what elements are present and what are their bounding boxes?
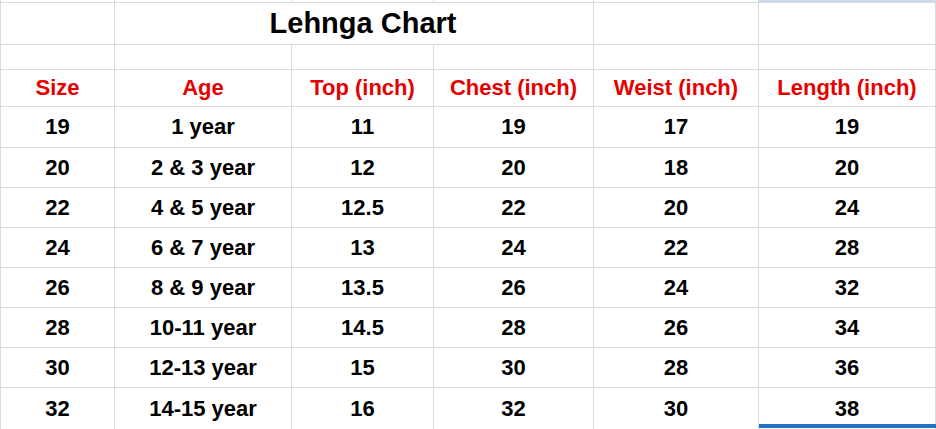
cell-r2c4[interactable]: 20 (594, 188, 759, 228)
cell-r7c1[interactable]: 14-15 year (115, 388, 292, 429)
spacer-row (1, 45, 936, 70)
cell-r4c2[interactable]: 13.5 (292, 268, 434, 308)
cell-r4c3[interactable]: 26 (434, 268, 594, 308)
cell-r4c4[interactable]: 24 (594, 268, 759, 308)
cell-r4c5[interactable]: 32 (759, 268, 936, 308)
cell-r3c4[interactable]: 22 (594, 228, 759, 268)
empty-cell[interactable] (115, 3, 292, 45)
cell-r3c5[interactable]: 28 (759, 228, 936, 268)
column-header-age[interactable]: Age (115, 70, 292, 107)
table-row: 3012-13 year15302836 (1, 348, 936, 388)
column-header-size[interactable]: Size (1, 70, 115, 107)
cell-r5c2[interactable]: 14.5 (292, 308, 434, 348)
title-row: Lehnga Chart (1, 3, 936, 45)
cell-r3c3[interactable]: 24 (434, 228, 594, 268)
cell-r3c0[interactable]: 24 (1, 228, 115, 268)
table-body: 191 year11191719202 & 3 year12201820224 … (1, 107, 936, 429)
empty-cell[interactable] (759, 3, 936, 45)
empty-cell[interactable] (115, 45, 292, 70)
table-row: 2810-11 year14.5282634 (1, 308, 936, 348)
cell-r2c0[interactable]: 22 (1, 188, 115, 228)
cell-r4c1[interactable]: 8 & 9 year (115, 268, 292, 308)
cell-r2c2[interactable]: 12.5 (292, 188, 434, 228)
column-header-top[interactable]: Top (inch) (292, 70, 434, 107)
chart-title-cell[interactable]: Lehnga Chart (292, 3, 434, 45)
table-row: 202 & 3 year12201820 (1, 148, 936, 188)
empty-cell[interactable] (759, 45, 936, 70)
empty-cell[interactable] (594, 45, 759, 70)
table-row: 224 & 5 year12.5222024 (1, 188, 936, 228)
cell-r1c5[interactable]: 20 (759, 148, 936, 188)
cell-r5c5[interactable]: 34 (759, 308, 936, 348)
cell-r0c2[interactable]: 11 (292, 107, 434, 148)
cell-r6c2[interactable]: 15 (292, 348, 434, 388)
chart-title: Lehnga Chart (270, 7, 457, 40)
cell-r3c1[interactable]: 6 & 7 year (115, 228, 292, 268)
empty-cell[interactable] (292, 45, 434, 70)
cell-r6c1[interactable]: 12-13 year (115, 348, 292, 388)
cell-r3c2[interactable]: 13 (292, 228, 434, 268)
cell-r1c0[interactable]: 20 (1, 148, 115, 188)
empty-cell[interactable] (434, 3, 594, 45)
cell-r6c5[interactable]: 36 (759, 348, 936, 388)
cell-r7c3[interactable]: 32 (434, 388, 594, 429)
column-header-weist[interactable]: Weist (inch) (594, 70, 759, 107)
cell-r7c5[interactable]: 38 (759, 388, 936, 429)
empty-cell[interactable] (594, 3, 759, 45)
table-row: 3214-15 year16323038 (1, 388, 936, 429)
cell-r0c5[interactable]: 19 (759, 107, 936, 148)
cell-r6c3[interactable]: 30 (434, 348, 594, 388)
cell-r5c3[interactable]: 28 (434, 308, 594, 348)
cell-r5c4[interactable]: 26 (594, 308, 759, 348)
column-header-length[interactable]: Length (inch) (759, 70, 936, 107)
cell-r0c1[interactable]: 1 year (115, 107, 292, 148)
table-row: 191 year11191719 (1, 107, 936, 148)
cell-r2c3[interactable]: 22 (434, 188, 594, 228)
cell-r1c1[interactable]: 2 & 3 year (115, 148, 292, 188)
cell-r5c0[interactable]: 28 (1, 308, 115, 348)
header-row: Size Age Top (inch) Chest (inch) Weist (… (1, 70, 936, 107)
selection-border (759, 424, 936, 428)
cell-r0c4[interactable]: 17 (594, 107, 759, 148)
cell-r2c1[interactable]: 4 & 5 year (115, 188, 292, 228)
empty-cell[interactable] (1, 45, 115, 70)
column-header-chest[interactable]: Chest (inch) (434, 70, 594, 107)
cell-r0c0[interactable]: 19 (1, 107, 115, 148)
cell-r1c2[interactable]: 12 (292, 148, 434, 188)
table-row: 268 & 9 year13.5262432 (1, 268, 936, 308)
cell-r6c4[interactable]: 28 (594, 348, 759, 388)
cell-r5c1[interactable]: 10-11 year (115, 308, 292, 348)
empty-cell[interactable] (434, 45, 594, 70)
cell-r4c0[interactable]: 26 (1, 268, 115, 308)
spreadsheet-grid: Lehnga Chart Size Age Top (inch) Chest (… (0, 0, 936, 429)
cell-r7c4[interactable]: 30 (594, 388, 759, 429)
table-row: 246 & 7 year13242228 (1, 228, 936, 268)
cell-r1c3[interactable]: 20 (434, 148, 594, 188)
cell-r0c3[interactable]: 19 (434, 107, 594, 148)
cell-r1c4[interactable]: 18 (594, 148, 759, 188)
cell-r2c5[interactable]: 24 (759, 188, 936, 228)
cell-r6c0[interactable]: 30 (1, 348, 115, 388)
cell-r7c2[interactable]: 16 (292, 388, 434, 429)
empty-cell[interactable] (1, 3, 115, 45)
cell-r7c0[interactable]: 32 (1, 388, 115, 429)
